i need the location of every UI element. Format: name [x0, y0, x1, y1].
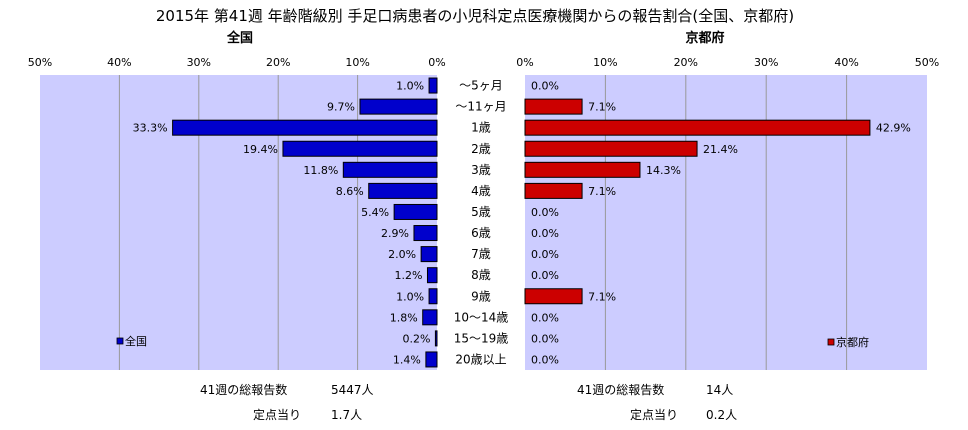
category-label: 6歳 [471, 226, 491, 240]
right-tick-label: 30% [754, 56, 778, 69]
right-tick-label: 40% [834, 56, 858, 69]
right-plot-area [525, 75, 927, 370]
category-label: ～5ヶ月 [459, 79, 503, 93]
left-tick-label: 40% [107, 56, 131, 69]
left-data-label: 1.8% [390, 311, 418, 324]
category-label: 9歳 [471, 289, 491, 303]
right-tick-label: 50% [915, 56, 939, 69]
right-per-point-value: 0.2人 [706, 408, 737, 422]
left-data-label: 11.8% [303, 164, 338, 177]
category-label: 7歳 [471, 247, 491, 261]
left-bar [359, 98, 438, 115]
right-tick-label: 0% [516, 56, 533, 69]
right-bar [524, 98, 583, 115]
left-data-label: 2.0% [388, 248, 416, 261]
category-label: 8歳 [471, 268, 491, 282]
left-data-label: 1.2% [395, 269, 423, 282]
right-bars: 0.0% 7.1% 42.9% 21.4% 14.3% 7.1% 0.0% 0.0% 0.0% 0… [524, 80, 911, 366]
right-bar [524, 119, 871, 136]
left-data-label: 33.3% [133, 122, 168, 135]
left-per-point-value: 1.7人 [331, 408, 362, 422]
left-bar [282, 140, 438, 157]
right-tick-label: 20% [674, 56, 698, 69]
left-data-label: 0.2% [402, 332, 430, 345]
left-data-label: 8.6% [336, 185, 364, 198]
left-bar [368, 182, 438, 199]
category-label: 5歳 [471, 205, 491, 219]
category-label: 4歳 [471, 184, 491, 198]
right-data-label: 0.0% [531, 353, 559, 366]
left-legend-swatch [116, 337, 124, 345]
right-axis-ticks: 0% 10% 20% 30% 40% 50% [516, 56, 939, 69]
right-bar [524, 140, 698, 157]
left-plot-area [40, 75, 437, 370]
category-label: ～11ヶ月 [455, 100, 506, 114]
left-tick-label: 20% [266, 56, 290, 69]
right-bar [524, 182, 583, 199]
chart-title: 2015年 第41週 年齢階級別 手足口病患者の小児科定点医療機関からの報告割合… [156, 7, 794, 25]
category-labels: ～5ヶ月 ～11ヶ月 1歳 2歳 3歳 4歳 5歳 6歳 7歳 8歳 9歳 10～14歳 15～19歳 2… [454, 79, 509, 367]
right-data-label: 0.0% [531, 311, 559, 324]
right-data-label: 21.4% [703, 143, 738, 156]
right-bar [524, 288, 583, 305]
left-data-label: 19.4% [243, 143, 278, 156]
left-tick-label: 30% [187, 56, 211, 69]
category-label: 15～19歳 [454, 331, 509, 345]
left-bar [172, 119, 438, 136]
left-data-label: 2.9% [381, 227, 409, 240]
left-tick-label: 50% [28, 56, 52, 69]
left-bar [428, 288, 438, 305]
right-data-label: 0.0% [531, 332, 559, 345]
left-bar [425, 351, 438, 368]
right-panel-title: 京都府 [685, 30, 724, 46]
right-legend-label: 京都府 [836, 335, 869, 349]
left-bar [434, 330, 438, 347]
left-per-point-label: 定点当り [253, 407, 301, 422]
right-data-label: 7.1% [588, 101, 616, 114]
left-axis-ticks: 0% 10% 20% 30% 40% 50% [28, 56, 446, 69]
left-data-label: 9.7% [327, 101, 355, 114]
right-data-label: 14.3% [646, 164, 681, 177]
category-label: 1歳 [471, 121, 491, 135]
left-bar [413, 225, 438, 242]
left-tick-label: 0% [428, 56, 445, 69]
category-label: 10～14歳 [454, 310, 509, 324]
left-bar [426, 267, 438, 284]
right-total-reports-value: 14人 [706, 383, 733, 397]
right-legend-swatch [827, 338, 835, 346]
right-legend: 京都府 [827, 335, 869, 349]
right-data-label: 0.0% [531, 269, 559, 282]
left-legend: 全国 [116, 334, 147, 348]
left-bar [422, 309, 438, 326]
right-data-label: 0.0% [531, 248, 559, 261]
left-data-label: 5.4% [361, 206, 389, 219]
left-total-reports-value: 5447人 [331, 383, 374, 397]
right-per-point-label: 定点当り [630, 407, 678, 422]
right-data-label: 42.9% [876, 122, 911, 135]
left-data-label: 1.0% [396, 290, 424, 303]
left-bars: 1.0% 9.7% 33.3% 19.4% 11.8% 8.6% 5.4% 2.9% 2.0% 1… [133, 77, 438, 368]
right-data-label: 0.0% [531, 227, 559, 240]
left-legend-label: 全国 [125, 334, 147, 348]
left-bar [393, 203, 438, 220]
category-label: 20歳以上 [455, 352, 506, 366]
right-tick-label: 10% [593, 56, 617, 69]
right-bar [524, 161, 641, 178]
left-panel-title: 全国 [226, 30, 253, 46]
right-data-label: 0.0% [531, 206, 559, 219]
category-label: 2歳 [471, 142, 491, 156]
left-data-label: 1.0% [396, 80, 424, 93]
left-tick-label: 10% [345, 56, 369, 69]
right-data-label: 7.1% [588, 290, 616, 303]
left-bar [342, 161, 438, 178]
category-label: 3歳 [471, 163, 491, 177]
left-bar [420, 246, 438, 263]
left-bar [428, 77, 438, 94]
right-data-label: 0.0% [531, 80, 559, 93]
right-data-label: 7.1% [588, 185, 616, 198]
left-data-label: 1.4% [393, 353, 421, 366]
right-total-reports-label: 41週の総報告数 [577, 382, 664, 397]
left-total-reports-label: 41週の総報告数 [200, 382, 287, 397]
